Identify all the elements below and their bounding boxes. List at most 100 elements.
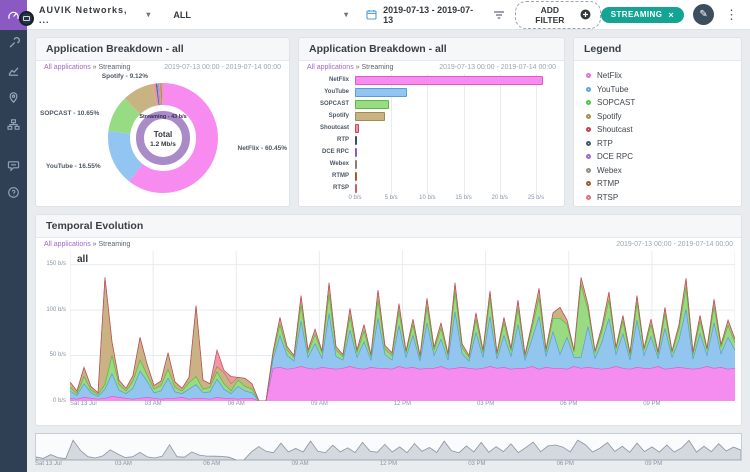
more-menu-button[interactable]: ⋮ <box>725 6 739 22</box>
remove-filter-icon[interactable]: × <box>668 9 675 20</box>
area-series-netflix <box>70 366 735 401</box>
legend-dot <box>586 194 591 200</box>
breadcrumb-link[interactable]: All applications <box>307 64 354 71</box>
bar[interactable] <box>355 147 358 157</box>
temporal-x-axis: Sat 13 Jul 03 AM 06 AM 09 AM 12 PM 03 PM 06 PM… <box>70 401 735 412</box>
bar-gridline <box>427 74 429 194</box>
overview-x-tick-label: 06 AM <box>203 461 221 467</box>
bar[interactable] <box>355 159 357 169</box>
overview-x-tick-label: 03 AM <box>114 461 132 467</box>
sidebar-item-reports[interactable] <box>0 57 27 84</box>
donut-slice-label: SOPCAST - 10.65% <box>40 110 100 118</box>
streaming-filter-chip[interactable]: STREAMING × <box>600 6 685 23</box>
legend-item[interactable]: DCE RPC <box>586 150 729 164</box>
donut-slice[interactable] <box>107 83 218 193</box>
temporal-x-tick-label: Sat 13 Jul <box>70 401 97 407</box>
bar-gridline <box>463 74 465 194</box>
breadcrumb-row: All applications » Streaming 2019-07-13 … <box>299 61 564 72</box>
temporal-y-axis: 0 b/s 50 b/s 100 b/s 150 b/s <box>36 251 70 404</box>
bar-gridline <box>355 74 356 194</box>
panel-title: Temporal Evolution <box>36 215 741 238</box>
legend-label: DCE RPC <box>597 152 634 162</box>
collapse-icon <box>23 16 30 21</box>
overview-x-tick-label: 06 PM <box>556 461 574 467</box>
bar[interactable] <box>355 123 359 133</box>
topbar-actions: STREAMING × ✎ ⋮ <box>600 4 740 25</box>
legend-label: Spotify <box>597 111 622 121</box>
bar-category-label: RTSP <box>332 185 349 191</box>
bar[interactable] <box>355 75 544 85</box>
bar[interactable] <box>355 171 357 181</box>
legend-item[interactable]: RTSP <box>586 191 729 205</box>
donut-chart[interactable]: Streaming - 43 b/s Total 1.2 Mb/s NetFlix -… <box>36 72 289 200</box>
sidebar-item-map[interactable] <box>0 84 27 111</box>
sidebar-item-help[interactable] <box>0 179 27 206</box>
legend-item[interactable]: Spotify <box>586 110 729 124</box>
bar-row <box>355 182 554 194</box>
filter-icon[interactable] <box>493 10 505 20</box>
chart-icon <box>8 67 19 76</box>
legend-dot <box>586 127 591 133</box>
bar-x-tick-label: 10 b/s <box>419 195 436 201</box>
legend-dot <box>586 100 591 106</box>
legend-item[interactable]: Webex <box>586 164 729 178</box>
temporal-y-tick-label: 0 b/s <box>52 397 66 404</box>
bar-row <box>355 74 554 86</box>
sidebar-item-tools[interactable] <box>0 30 27 57</box>
temporal-y-tick-label: 50 b/s <box>49 352 66 359</box>
temporal-x-tick-label: 06 PM <box>560 401 578 407</box>
bar[interactable] <box>355 87 408 97</box>
bar[interactable] <box>355 111 385 121</box>
chevron-down-icon: ▾ <box>344 10 349 19</box>
temporal-chart[interactable]: 0 b/s 50 b/s 100 b/s 150 b/s all <box>36 249 741 404</box>
svg-text:Streaming - 43 b/s: Streaming - 43 b/s <box>139 114 186 120</box>
legend-item[interactable]: SOPCAST <box>586 96 729 110</box>
breadcrumb-link[interactable]: All applications <box>44 241 91 248</box>
overview-brush-panel: Sat 13 Jul 03 AM 06 AM 09 AM 12 PM 03 PM 06 PM… <box>35 433 742 471</box>
legend-label: NetFlix <box>597 71 622 81</box>
bar-chart[interactable]: NetFlix YouTube SOPCAST Spotify Shoutcast RTP… <box>299 72 564 194</box>
legend-item[interactable]: NetFlix <box>586 69 729 83</box>
legend-label: Webex <box>597 165 622 175</box>
bar-category-label: RTP <box>337 137 349 143</box>
overview-brush[interactable] <box>35 433 742 461</box>
legend-dot <box>586 113 591 119</box>
temporal-x-tick-label: 09 PM <box>643 401 661 407</box>
panel-application-breakdown-donut: Application Breakdown - all All applicat… <box>35 37 290 207</box>
company-name: AUVIK Networks, ... <box>39 4 128 25</box>
topology-icon <box>7 119 20 130</box>
stacked-area-svg <box>70 251 735 401</box>
date-range-picker[interactable]: 2019-07-13 - 2019-07-13 <box>366 5 483 25</box>
donut-slice[interactable] <box>107 83 218 193</box>
bar-row <box>355 158 554 170</box>
legend-item[interactable]: Shoutcast <box>586 123 729 137</box>
pencil-icon: ✎ <box>699 9 708 20</box>
bar-row <box>355 86 554 98</box>
bar-gridline <box>391 74 393 194</box>
breadcrumb-link[interactable]: All applications <box>44 64 91 71</box>
legend-item[interactable]: YouTube <box>586 83 729 97</box>
bar[interactable] <box>355 135 357 145</box>
legend-item[interactable]: RTMP <box>586 177 729 191</box>
company-dropdown[interactable]: AUVIK Networks, ... ▾ <box>39 5 151 25</box>
series-group-label: all <box>77 254 89 265</box>
add-filter-label: ADD FILTER <box>535 4 565 25</box>
wrench-icon <box>9 37 20 48</box>
sidebar-collapse-toggle[interactable] <box>19 11 34 26</box>
add-filter-button[interactable]: ADD FILTER <box>514 0 601 29</box>
sidebar-item-topology[interactable] <box>0 111 27 138</box>
bar[interactable] <box>355 183 357 193</box>
bar-row <box>355 110 554 122</box>
bar-category-label: Shoutcast <box>319 125 349 131</box>
bar-x-tick-label: 15 b/s <box>455 195 472 201</box>
scope-dropdown[interactable]: ALL ▾ <box>173 10 348 20</box>
legend-item[interactable]: RTP <box>586 137 729 151</box>
temporal-x-tick-label: 03 PM <box>476 401 495 407</box>
overview-area-svg <box>36 439 741 460</box>
edit-button[interactable]: ✎ <box>693 4 715 25</box>
bar[interactable] <box>355 99 389 109</box>
legend-label: RTMP <box>597 179 620 189</box>
sidebar-item-chat[interactable] <box>0 152 27 179</box>
legend-label: RTSP <box>597 192 619 202</box>
